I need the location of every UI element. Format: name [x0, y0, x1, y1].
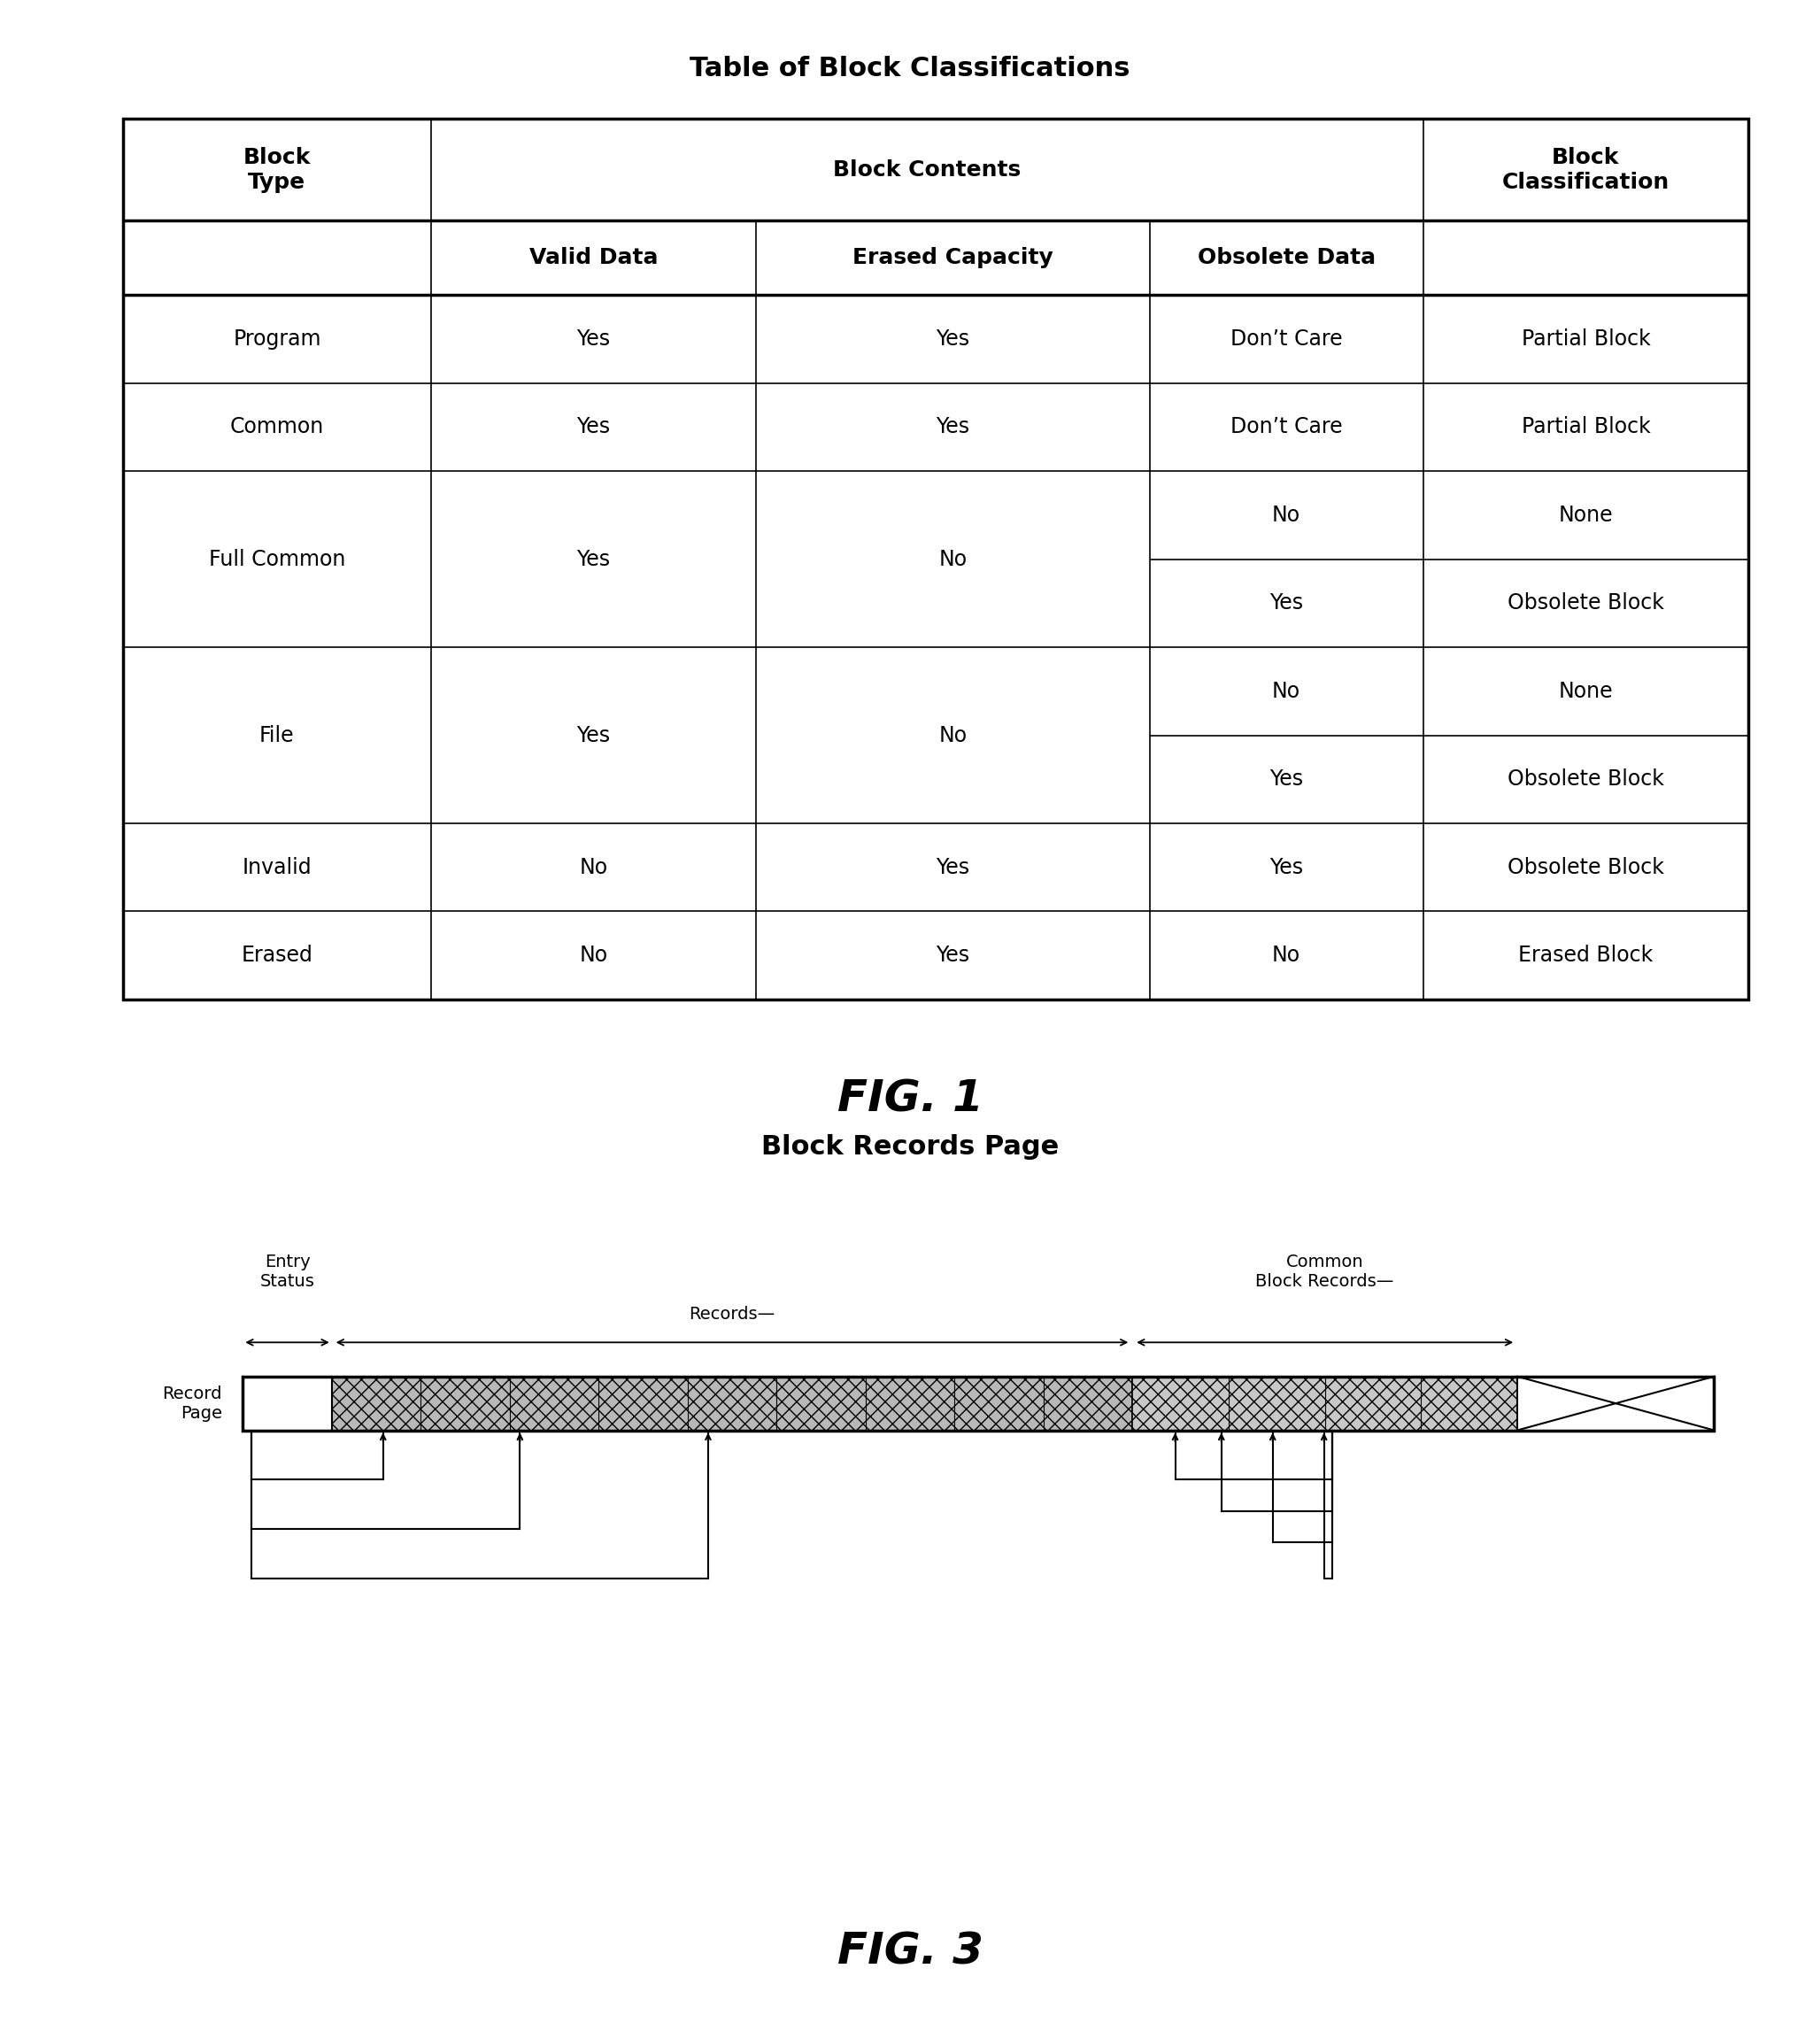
Text: Partial Block: Partial Block: [1522, 328, 1651, 351]
Text: Yes: Yes: [577, 416, 610, 438]
Text: Block Records Page: Block Records Page: [761, 1135, 1059, 1160]
Text: Full Common: Full Common: [209, 548, 346, 571]
Text: Erased Block: Erased Block: [1518, 946, 1653, 966]
Text: Table of Block Classifications: Table of Block Classifications: [690, 55, 1130, 82]
Text: None: None: [1558, 505, 1613, 526]
Bar: [331, 1376, 1132, 1431]
Text: Erased Capacity: Erased Capacity: [852, 247, 1054, 269]
Text: Common
Block Records—: Common Block Records—: [1256, 1253, 1394, 1290]
Text: No: No: [1272, 505, 1301, 526]
Text: Obsolete Block: Obsolete Block: [1507, 593, 1663, 613]
Bar: [1132, 1376, 1518, 1431]
Text: Yes: Yes: [935, 856, 970, 878]
Text: No: No: [939, 548, 966, 571]
Text: Invalid: Invalid: [242, 856, 311, 878]
Text: Obsolete Data: Obsolete Data: [1198, 247, 1376, 269]
Text: Yes: Yes: [577, 328, 610, 351]
Bar: [1518, 1376, 1714, 1431]
Text: Common: Common: [229, 416, 324, 438]
Text: No: No: [579, 856, 608, 878]
Text: Entry
Status: Entry Status: [260, 1253, 315, 1290]
Text: Yes: Yes: [935, 416, 970, 438]
Text: Block Contents: Block Contents: [834, 159, 1021, 179]
Text: Block
Classification: Block Classification: [1501, 147, 1669, 192]
Text: Yes: Yes: [935, 328, 970, 351]
Text: Records—: Records—: [690, 1306, 775, 1323]
Text: Obsolete Block: Obsolete Block: [1507, 856, 1663, 878]
Text: Program: Program: [233, 328, 320, 351]
Text: Yes: Yes: [935, 946, 970, 966]
Text: Yes: Yes: [577, 726, 610, 746]
Text: No: No: [939, 726, 966, 746]
Text: Don’t Care: Don’t Care: [1230, 416, 1343, 438]
Text: Partial Block: Partial Block: [1522, 416, 1651, 438]
Text: Don’t Care: Don’t Care: [1230, 328, 1343, 351]
Text: Yes: Yes: [1270, 856, 1303, 878]
Text: Erased: Erased: [242, 946, 313, 966]
Text: Valid Data: Valid Data: [530, 247, 657, 269]
Text: No: No: [579, 946, 608, 966]
Text: None: None: [1558, 681, 1613, 701]
Bar: [242, 1376, 1714, 1431]
Text: Record
Page: Record Page: [162, 1386, 222, 1423]
Text: FIG. 1: FIG. 1: [837, 1078, 983, 1121]
Text: Yes: Yes: [1270, 768, 1303, 791]
Text: No: No: [1272, 681, 1301, 701]
Text: Block
Type: Block Type: [244, 147, 311, 192]
Text: Yes: Yes: [577, 548, 610, 571]
Text: File: File: [260, 726, 295, 746]
Bar: [242, 1376, 331, 1431]
Text: Obsolete Block: Obsolete Block: [1507, 768, 1663, 791]
Text: FIG. 3: FIG. 3: [837, 1930, 983, 1973]
Text: Yes: Yes: [1270, 593, 1303, 613]
Bar: [242, 1376, 331, 1431]
Text: No: No: [1272, 946, 1301, 966]
